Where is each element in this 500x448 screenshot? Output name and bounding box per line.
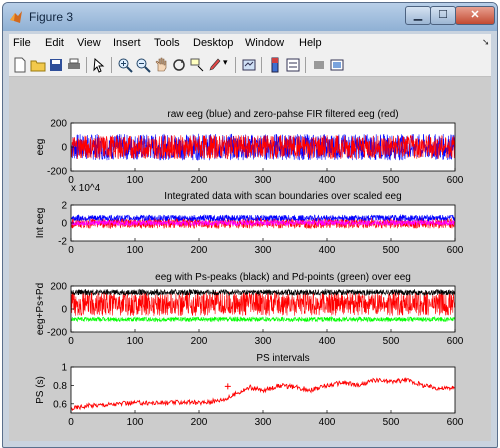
x-tick-label: 400 — [319, 336, 336, 347]
brush-icon[interactable] — [207, 57, 223, 73]
toolbar-separator — [261, 57, 262, 73]
minimize-button[interactable]: ▁ — [405, 6, 431, 25]
zoom-in-icon[interactable] — [117, 57, 133, 73]
x-tick-label: 500 — [383, 245, 400, 256]
x-tick-label: 100 — [127, 175, 144, 186]
close-button[interactable]: ✕ — [455, 6, 495, 25]
menu-edit[interactable]: Edit — [45, 37, 64, 49]
x-tick-label: 200 — [191, 245, 208, 256]
y-axis-label-1: eeg — [35, 139, 46, 156]
outlier-marker — [224, 383, 231, 390]
series-line-4-1 — [70, 377, 455, 412]
y-axis-label-3: eeg+Ps+Pd — [35, 283, 46, 335]
x-tick-label: 0 — [68, 175, 74, 186]
legend-icon[interactable] — [285, 57, 301, 73]
matlab-logo-icon — [10, 11, 22, 23]
menu-view[interactable]: View — [77, 37, 101, 49]
x-tick-label: 400 — [319, 417, 336, 428]
toolbar-separator — [305, 57, 306, 73]
x-tick-label: 100 — [127, 245, 144, 256]
x-tick-label: 300 — [255, 245, 272, 256]
x-tick-label: 0 — [68, 245, 74, 256]
x-tick-label: 300 — [255, 336, 272, 347]
pan-icon[interactable] — [153, 57, 169, 73]
x-tick-label: 100 — [127, 336, 144, 347]
title-bar[interactable]: Figure 3 ▁ ☐ ✕ — [3, 3, 497, 31]
data-cursor-icon[interactable] — [189, 57, 205, 73]
y-tick-label: -200 — [47, 167, 67, 178]
menu-tools[interactable]: Tools — [154, 37, 180, 49]
toolbar-separator — [235, 57, 236, 73]
x-tick-label: 400 — [319, 245, 336, 256]
window-title: Figure 3 — [29, 10, 74, 24]
y-axis-exponent: x 10^4 — [71, 183, 101, 194]
brush-dropdown-icon[interactable]: ▾ — [223, 57, 228, 67]
y-tick-label: -200 — [47, 328, 67, 339]
colorbar-icon[interactable] — [267, 57, 283, 73]
x-tick-label: 600 — [447, 417, 464, 428]
x-tick-label: 0 — [68, 336, 74, 347]
axes-title-1: raw eeg (blue) and zero-pahse FIR filter… — [167, 109, 398, 120]
menu-desktop[interactable]: Desktop — [193, 37, 234, 49]
series-band-2-2 — [70, 213, 456, 223]
y-axis-label-4: PS (s) — [35, 376, 46, 404]
x-tick-label: 500 — [383, 336, 400, 347]
link-icon[interactable] — [241, 57, 257, 73]
y-tick-label: 1 — [61, 363, 67, 374]
hide-plot-tools-icon[interactable] — [311, 57, 327, 73]
menu-file[interactable]: File — [13, 37, 31, 49]
axes-title-3: eeg with Ps-peaks (black) and Pd-points … — [155, 272, 411, 283]
y-tick-label: 0.6 — [53, 399, 67, 410]
y-tick-label: 0 — [61, 143, 67, 154]
print-icon[interactable] — [66, 57, 82, 73]
y-tick-label: 0 — [61, 219, 67, 230]
pointer-icon[interactable] — [91, 57, 107, 73]
axes-title-4: PS intervals — [256, 353, 309, 364]
y-axis-label-2: Int eeg — [35, 208, 46, 239]
x-tick-label: 500 — [383, 417, 400, 428]
x-tick-label: 500 — [383, 175, 400, 186]
save-icon[interactable] — [48, 57, 64, 73]
show-plot-tools-icon[interactable] — [329, 57, 345, 73]
menu-window[interactable]: Window — [245, 37, 285, 49]
x-tick-label: 200 — [191, 175, 208, 186]
figure-toolbar: ▾ — [9, 54, 491, 77]
menu-insert[interactable]: Insert — [113, 37, 141, 49]
zoom-out-icon[interactable] — [135, 57, 151, 73]
menu-help[interactable]: Help — [299, 37, 322, 49]
x-tick-label: 200 — [191, 336, 208, 347]
y-tick-label: 0 — [61, 305, 67, 316]
figure-canvas: 0 100 200 300 400 500 600 -200 0 200 raw eeg (blue… — [9, 77, 491, 441]
open-file-icon[interactable] — [30, 57, 46, 73]
y-tick-label: 200 — [50, 119, 67, 130]
series-band-1-2 — [70, 134, 456, 160]
x-tick-label: 400 — [319, 175, 336, 186]
series-band-3-1 — [70, 291, 456, 316]
x-tick-label: 300 — [255, 175, 272, 186]
x-tick-label: 300 — [255, 417, 272, 428]
menu-bar: File Edit View Insert Tools Desktop Wind… — [9, 34, 491, 54]
maximize-button[interactable]: ☐ — [430, 6, 456, 25]
x-tick-label: 0 — [68, 417, 74, 428]
x-tick-label: 600 — [447, 245, 464, 256]
x-tick-label: 600 — [447, 336, 464, 347]
x-tick-label: 200 — [191, 417, 208, 428]
series-band-2-3 — [70, 219, 456, 227]
new-figure-icon[interactable] — [12, 57, 28, 73]
toolbar-separator — [111, 57, 112, 73]
x-tick-label: 100 — [127, 417, 144, 428]
series-band-3-3 — [70, 315, 456, 323]
x-tick-label: 600 — [447, 175, 464, 186]
rotate-icon[interactable] — [171, 57, 187, 73]
dock-arrow-icon[interactable]: ➘ — [482, 37, 490, 47]
axes-title-2: Integrated data with scan boundaries ove… — [164, 191, 401, 202]
y-tick-label: 0.8 — [53, 381, 67, 392]
y-tick-label: 2 — [61, 201, 67, 212]
series-band-3-2 — [70, 288, 456, 297]
y-tick-label: -2 — [58, 237, 67, 248]
toolbar-separator — [86, 57, 87, 73]
y-tick-label: 200 — [50, 282, 67, 293]
